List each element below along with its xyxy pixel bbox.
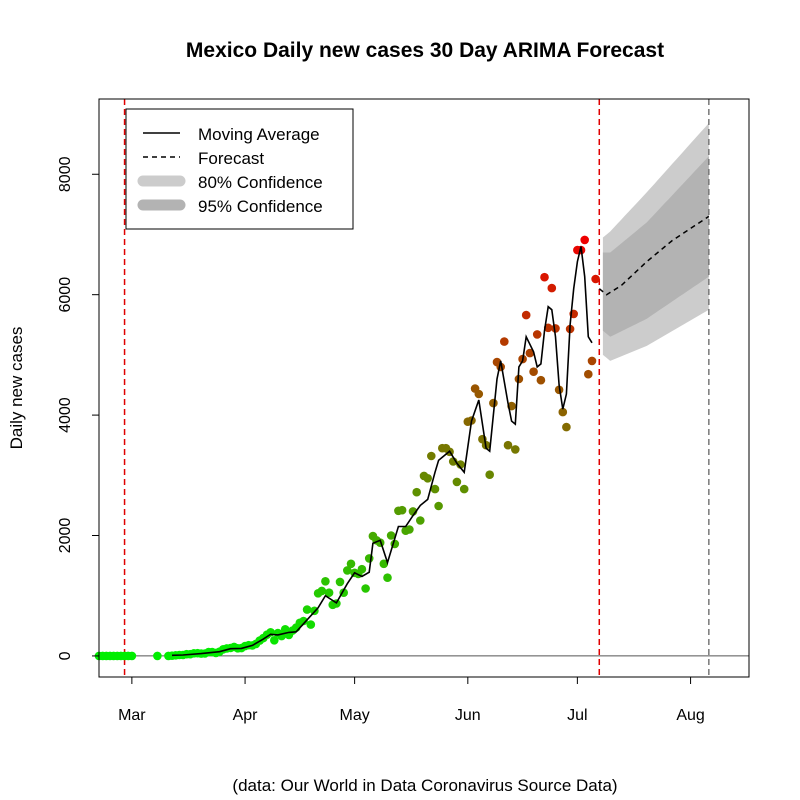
- case-point: [357, 564, 367, 574]
- case-point: [434, 501, 443, 511]
- case-point: [306, 620, 316, 629]
- case-point: [525, 348, 535, 358]
- case-point: [343, 566, 352, 575]
- x-tick-label-jun: Jun: [455, 707, 481, 724]
- daily-case-points: [94, 235, 600, 661]
- case-point: [430, 484, 440, 494]
- case-point: [587, 356, 597, 366]
- y-tick-label: 6000: [57, 277, 74, 313]
- case-point: [383, 573, 392, 582]
- case-point: [386, 531, 396, 540]
- case-point: [558, 407, 568, 417]
- case-point: [540, 272, 549, 282]
- legend-label-forecast: Forecast: [198, 149, 264, 168]
- x-tick-label-apr: Apr: [233, 707, 259, 724]
- case-point: [346, 559, 356, 569]
- x-tick-label-may: May: [340, 707, 370, 724]
- y-tick-label: 4000: [57, 397, 74, 433]
- case-point: [412, 487, 422, 497]
- case-point: [397, 505, 407, 515]
- case-point: [270, 636, 279, 645]
- case-point: [532, 330, 542, 339]
- legend: Moving Average Forecast 80% Confidence 9…: [125, 108, 354, 230]
- forecast-line: [598, 215, 710, 296]
- case-point: [127, 651, 137, 661]
- y-tick-label: 2000: [57, 518, 74, 554]
- plot-border: [98, 98, 750, 678]
- case-point: [321, 577, 330, 586]
- case-point: [591, 274, 600, 284]
- case-point: [317, 586, 327, 596]
- y-axis: 0 2000 4000 6000 8000: [57, 156, 99, 660]
- y-axis-label: Daily new cases: [7, 327, 26, 450]
- case-point: [503, 440, 513, 450]
- case-point: [423, 474, 433, 483]
- case-point: [302, 605, 312, 614]
- case-point: [485, 470, 495, 480]
- case-point: [529, 367, 538, 377]
- x-tick-label-mar: Mar: [118, 707, 146, 724]
- y-tick-label: 0: [57, 651, 74, 660]
- case-point: [474, 389, 484, 399]
- case-point: [324, 588, 334, 597]
- case-point: [364, 554, 374, 563]
- x-axis: Mar Apr May Jun Jul Aug: [118, 677, 705, 724]
- legend-label-moving-average: Moving Average: [198, 125, 320, 144]
- case-point: [536, 375, 546, 385]
- case-point: [416, 516, 425, 525]
- case-point: [299, 616, 308, 626]
- case-point: [547, 283, 557, 293]
- case-point: [562, 422, 571, 432]
- case-point: [452, 477, 462, 487]
- case-point: [427, 451, 436, 461]
- band-80-confidence: [602, 156, 709, 337]
- case-point: [405, 525, 414, 534]
- chart-title: Mexico Daily new cases 30 Day ARIMA Fore…: [186, 39, 664, 62]
- case-point: [489, 398, 498, 408]
- case-point: [456, 460, 465, 469]
- case-point: [459, 484, 469, 494]
- x-tick-label-aug: Aug: [676, 707, 704, 724]
- y-tick-label: 8000: [57, 156, 74, 192]
- plot-area: [94, 99, 749, 677]
- case-point: [584, 369, 593, 379]
- legend-label-80-confidence: 80% Confidence: [198, 173, 323, 192]
- legend-label-95-confidence: 95% Confidence: [198, 197, 323, 216]
- case-point: [153, 651, 162, 661]
- case-point: [361, 584, 370, 593]
- case-point: [521, 310, 531, 320]
- case-point: [379, 559, 389, 569]
- x-tick-label-jul: Jul: [567, 707, 587, 724]
- chart-caption: (data: Our World in Data Coronavirus Sou…: [232, 776, 617, 795]
- case-point: [511, 445, 520, 454]
- case-point: [500, 337, 509, 346]
- moving-average-line: [171, 246, 593, 657]
- case-point: [335, 577, 345, 587]
- case-point: [580, 235, 589, 245]
